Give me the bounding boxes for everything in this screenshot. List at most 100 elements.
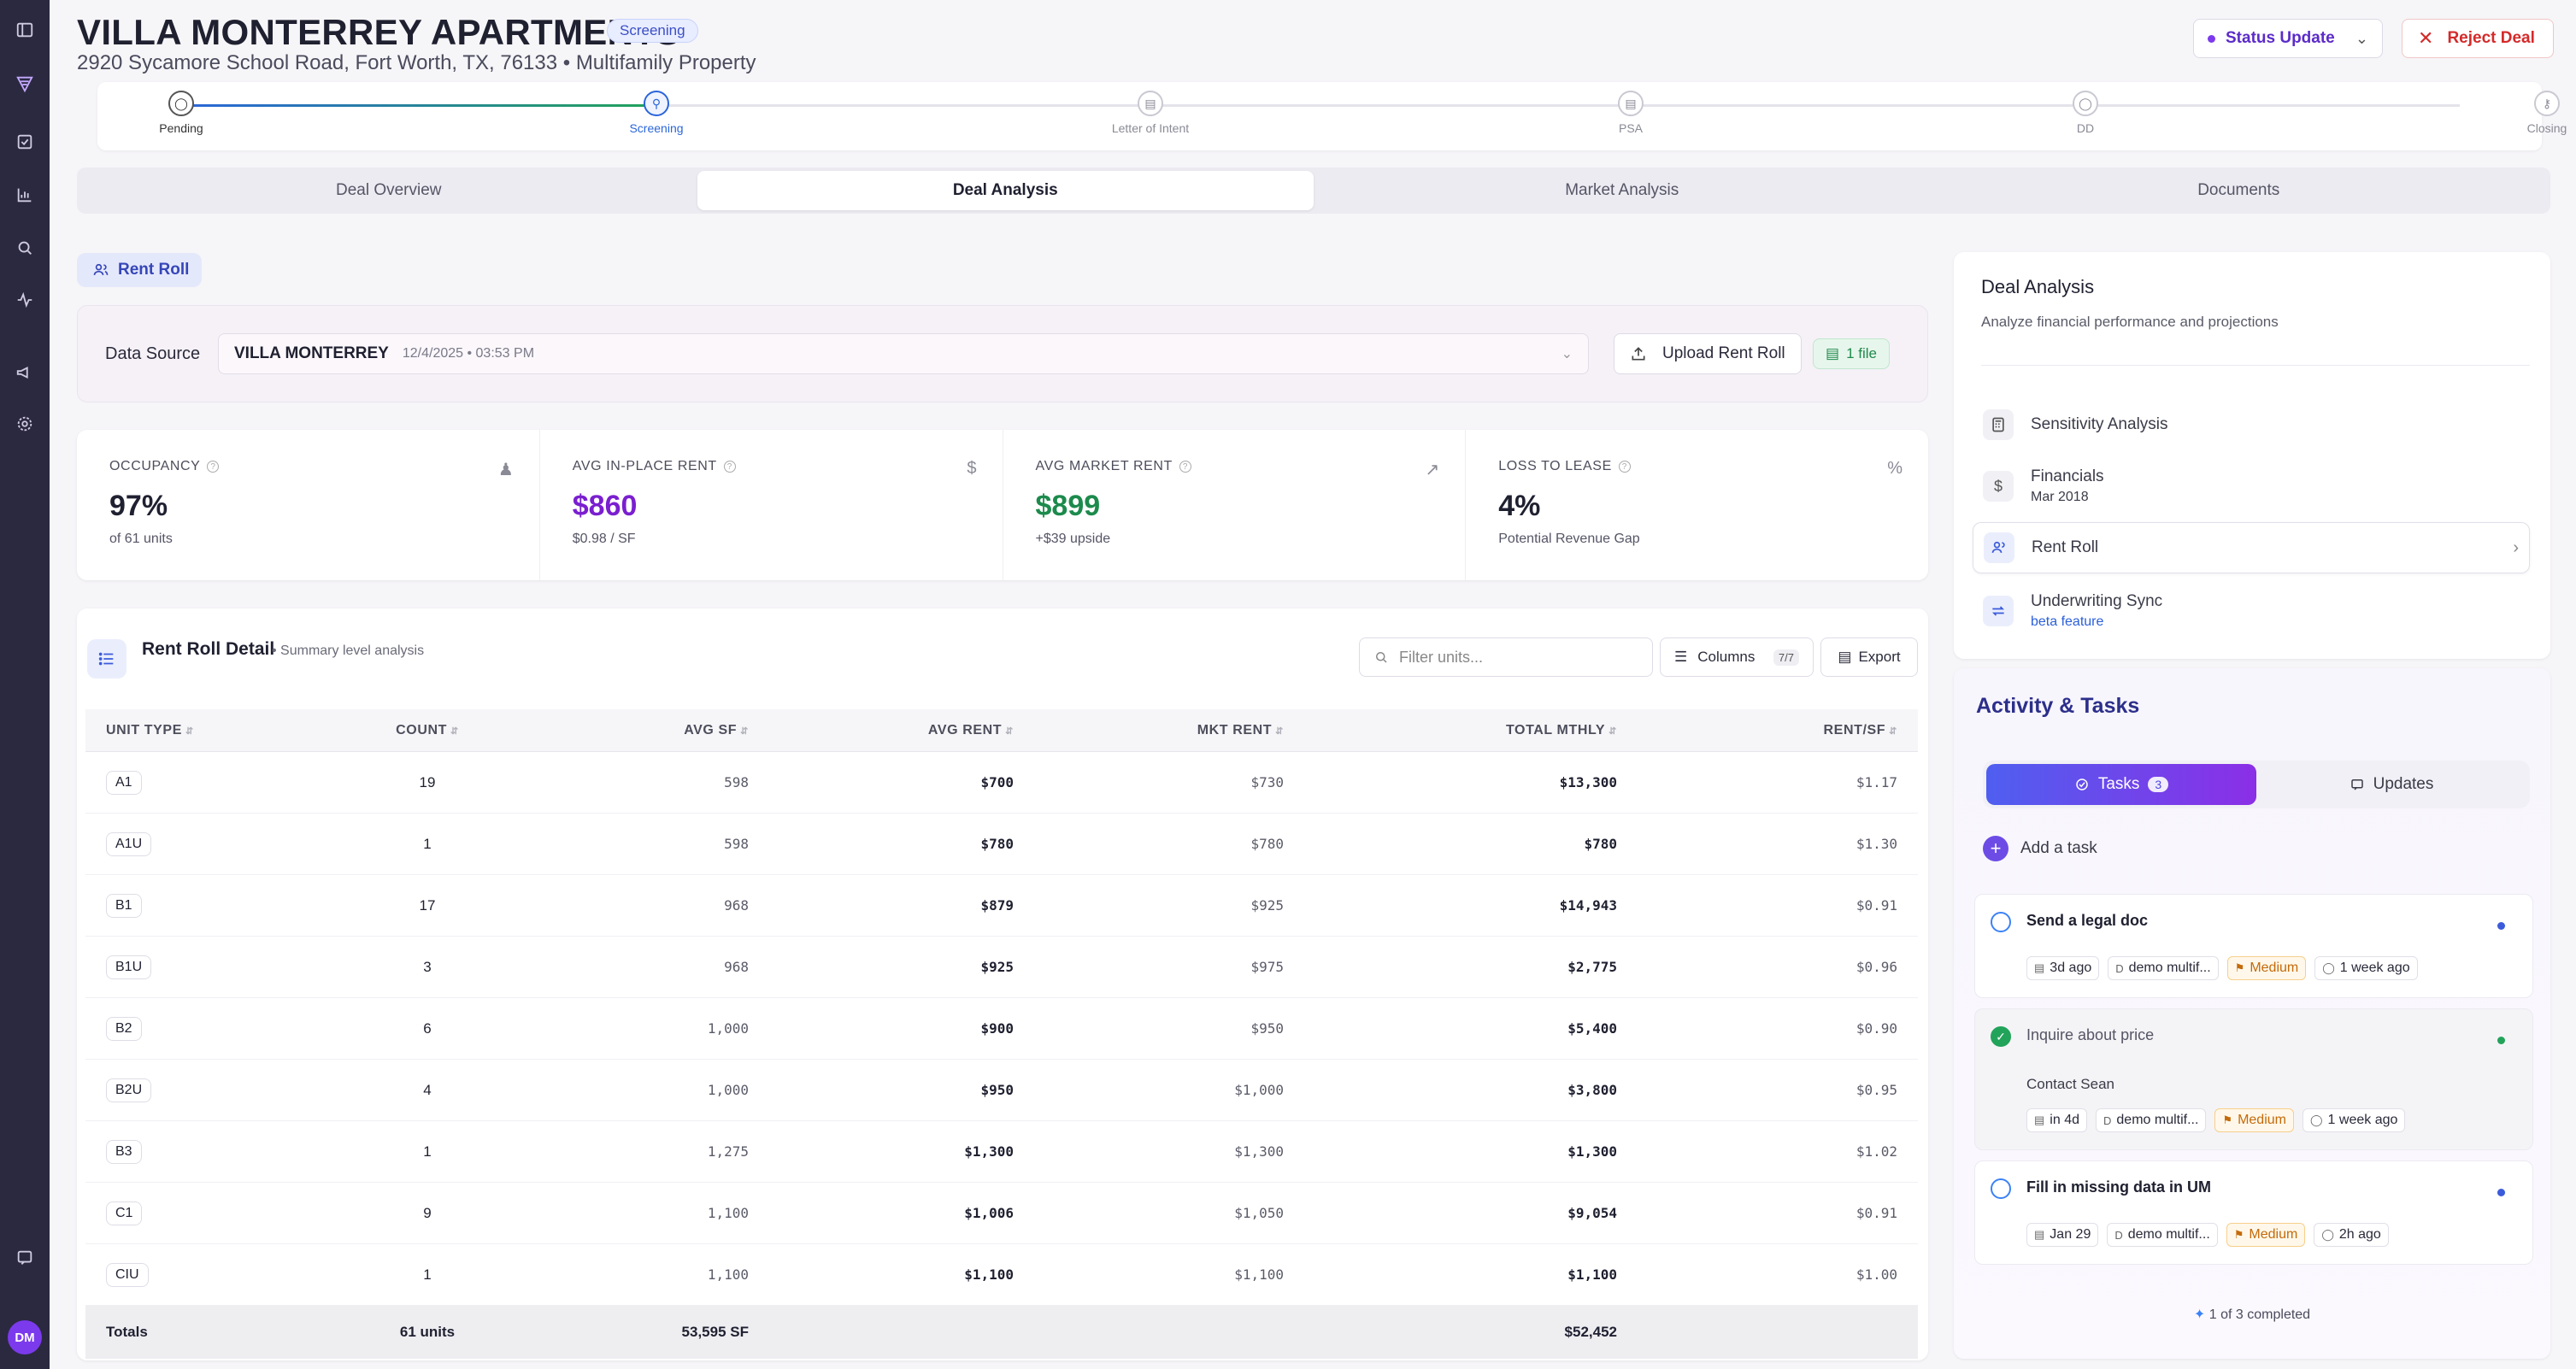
tab-documents[interactable]: Documents [2197, 181, 2280, 199]
step-label: Letter of Intent [1111, 121, 1190, 135]
avg-sf-cell-value: 1,000 [707, 1019, 749, 1037]
data-source-select[interactable]: VILLA MONTERREY 12/4/2025 • 03:53 PM ⌄ [218, 333, 1589, 374]
step-letter-of-intent[interactable]: ▤ Letter of Intent [1099, 91, 1202, 135]
count-cell-value: 17 [419, 896, 436, 914]
search-icon[interactable] [11, 234, 38, 261]
metric-sub: $0.98 / SF [572, 532, 636, 546]
logo-icon[interactable] [11, 70, 38, 97]
step-dd[interactable]: ◯ DD [2034, 91, 2137, 135]
export-button[interactable]: ▤ Export [1820, 637, 1918, 677]
column-header[interactable]: RENT/SF ⇵ [1823, 722, 1897, 737]
users-icon: ♟ [497, 461, 514, 479]
add-task-button[interactable]: + Add a task [1983, 836, 2097, 861]
files-badge[interactable]: ▤ 1 file [1813, 338, 1890, 369]
table-row[interactable]: A1U 1 598 $780 $780 $780 $1.30 [85, 814, 1918, 875]
avatar[interactable]: DM [8, 1320, 42, 1354]
table-row[interactable]: B1U 3 968 $925 $975 $2,775 $0.96 [85, 937, 1918, 998]
settings-icon[interactable] [11, 410, 38, 438]
help-icon[interactable]: ? [1179, 461, 1191, 473]
column-header[interactable]: AVG SF ⇵ [684, 722, 749, 737]
tab-updates[interactable]: Updates [2256, 764, 2526, 805]
step-screening[interactable]: ⚲ Screening [605, 91, 708, 135]
task-item[interactable]: ✓ Inquire about price Contact Sean ▤ in 4… [1974, 1008, 2533, 1150]
count-cell: 1 [359, 836, 496, 853]
tab-market-analysis[interactable]: Market Analysis [1565, 181, 1679, 199]
task-status-dot [2497, 1189, 2505, 1196]
step-psa[interactable]: ▤ PSA [1579, 91, 1682, 135]
status-badge: Screening [607, 19, 698, 43]
task-title: Send a legal doc [2026, 912, 2149, 929]
nav-rent-roll[interactable]: Rent Roll › [1973, 522, 2530, 573]
main-tabs: Deal Overview Deal Analysis Market Analy… [77, 167, 2550, 214]
unit-type-cell: B2 [85, 1016, 359, 1041]
table-row[interactable]: C1 9 1,100 $1,006 $1,050 $9,054 $0.91 [85, 1183, 1918, 1244]
mkt-rent-cell-value: $950 [1250, 1019, 1284, 1037]
created-chip: ◯ 1 week ago [2302, 1108, 2406, 1132]
activity-icon[interactable] [11, 286, 38, 314]
mkt-rent-cell-value: $1,100 [1234, 1266, 1284, 1283]
help-icon[interactable]: ? [1618, 461, 1631, 473]
column-header[interactable]: TOTAL MTHLY ⇵ [1505, 722, 1617, 737]
chart-icon[interactable] [11, 181, 38, 209]
upload-rent-roll-button[interactable]: Upload Rent Roll [1614, 333, 1802, 374]
status-update-button[interactable]: Status Update ⌄ [2193, 19, 2383, 58]
megaphone-icon[interactable] [11, 359, 38, 386]
tab-deal-overview[interactable]: Deal Overview [335, 181, 442, 199]
sort-icon: ⇵ [740, 726, 749, 737]
total-monthly-cell: $9,054 [1304, 1205, 1638, 1222]
mkt-rent-cell: $1,100 [1034, 1266, 1304, 1284]
step-pending[interactable]: ◯ Pending [130, 91, 232, 135]
table-row[interactable]: B3 1 1,275 $1,300 $1,300 $1,300 $1.02 [85, 1121, 1918, 1183]
column-header[interactable]: MKT RENT ⇵ [1197, 722, 1284, 737]
column-header[interactable]: AVG RENT ⇵ [927, 722, 1014, 737]
step-label: Pending [159, 121, 203, 135]
column-header[interactable]: COUNT ⇵ [396, 722, 459, 737]
avg-sf-cell-value: 1,000 [707, 1081, 749, 1098]
rent-per-sf-cell: $0.91 [1638, 897, 1918, 914]
nav-sensitivity-analysis[interactable]: Sensitivity Analysis [1973, 399, 2530, 450]
table-row[interactable]: B1 17 968 $879 $925 $14,943 $0.91 [85, 875, 1918, 937]
column-header[interactable]: UNIT TYPE ⇵ [106, 722, 194, 737]
feedback-icon[interactable] [11, 1244, 38, 1272]
tasks-icon[interactable] [11, 128, 38, 156]
mkt-rent-cell-value: $730 [1250, 773, 1284, 790]
calendar-icon: ▤ [2034, 1113, 2045, 1126]
help-icon[interactable]: ? [207, 461, 220, 473]
table-row[interactable]: B2 6 1,000 $900 $950 $5,400 $0.90 [85, 998, 1918, 1060]
columns-button[interactable]: ☰ Columns 7/7 [1660, 637, 1814, 677]
reject-deal-button[interactable]: ✕ Reject Deal [2402, 19, 2554, 58]
filter-units-input[interactable]: Filter units... [1359, 637, 1653, 677]
metric-value: $899 [1035, 490, 1101, 522]
deal-stage-progress: ◯ Pending ⚲ Screening ▤ Letter of Intent ▤ P… [97, 82, 2567, 150]
step-closing[interactable]: ⚷ Closing [2496, 91, 2576, 135]
task-checkbox-checked[interactable]: ✓ [1991, 1026, 2011, 1047]
task-status-dot [2497, 1037, 2505, 1044]
metric-avg-in-place-rent: AVG IN-PLACE RENT? $ $860 $0.98 / SF [540, 430, 1003, 580]
sidebar: DM [0, 0, 50, 1369]
task-checkbox[interactable] [1991, 912, 2011, 932]
nav-financials[interactable]: $ Financials Mar 2018 [1973, 461, 2530, 512]
avg-rent-cell-value: $700 [980, 773, 1014, 790]
metric-avg-market-rent: AVG MARKET RENT? ↗ $899 +$39 upside [1003, 430, 1467, 580]
metric-label: AVG MARKET RENT [1035, 459, 1173, 473]
sidebar-toggle-icon[interactable] [11, 16, 38, 44]
avg-sf-cell: 1,000 [496, 1082, 769, 1099]
tab-tasks[interactable]: Tasks 3 [1986, 764, 2256, 805]
table-row[interactable]: CIU 1 1,100 $1,100 $1,100 $1,100 $1.00 [85, 1244, 1918, 1306]
unit-type-cell-value: CIU [106, 1262, 149, 1287]
nav-underwriting-sync[interactable]: Underwriting Sync beta feature [1973, 585, 2530, 637]
rent-per-sf-cell: $1.00 [1638, 1266, 1918, 1284]
task-checkbox[interactable] [1991, 1178, 2011, 1199]
rent-roll-pill[interactable]: Rent Roll [77, 253, 202, 287]
tab-deal-analysis[interactable]: Deal Analysis [697, 171, 1314, 210]
help-icon[interactable]: ? [723, 461, 736, 473]
total-monthly-cell: $3,800 [1304, 1082, 1638, 1099]
table-row[interactable]: B2U 4 1,000 $950 $1,000 $3,800 $0.95 [85, 1060, 1918, 1121]
clock-icon: ◯ [168, 91, 194, 116]
table-row[interactable]: A1 19 598 $700 $730 $13,300 $1.17 [85, 752, 1918, 814]
